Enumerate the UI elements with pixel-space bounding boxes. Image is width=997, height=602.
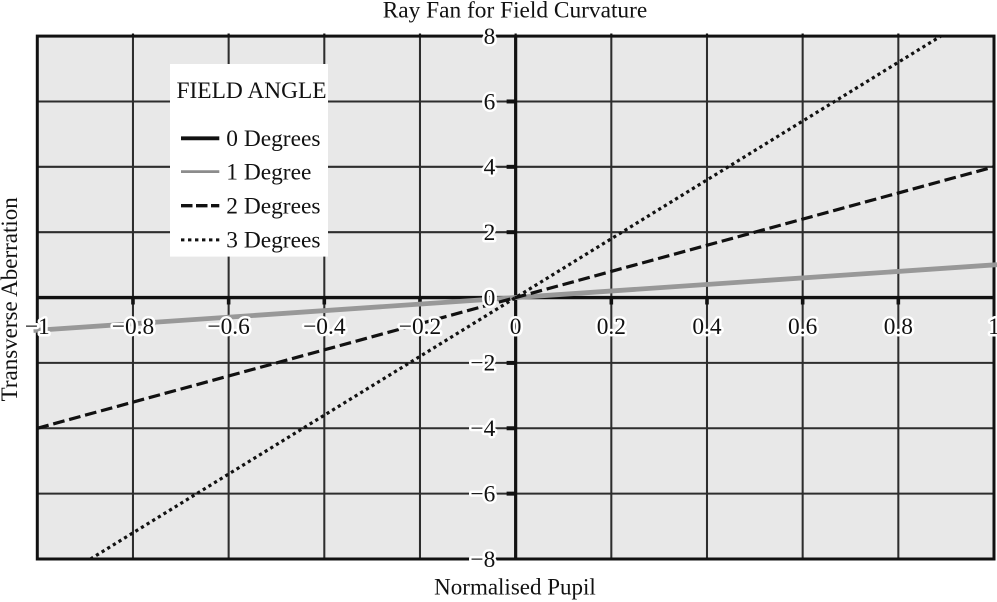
svg-text:0: 0 [484, 285, 496, 311]
svg-text:0 Degrees: 0 Degrees [226, 126, 320, 152]
svg-text:0.4: 0.4 [692, 314, 722, 340]
svg-text:1 Degree: 1 Degree [226, 159, 311, 185]
svg-text:Ray Fan for Field Curvature: Ray Fan for Field Curvature [383, 0, 648, 24]
svg-text:−0.6: −0.6 [207, 314, 249, 340]
svg-text:−0.4: −0.4 [303, 314, 346, 340]
svg-text:−0.2: −0.2 [399, 314, 441, 340]
svg-text:FIELD ANGLE: FIELD ANGLE [177, 78, 327, 104]
svg-text:3 Degrees: 3 Degrees [226, 228, 320, 254]
svg-text:2: 2 [484, 220, 496, 246]
svg-text:−1: −1 [25, 314, 50, 340]
svg-text:0: 0 [510, 314, 522, 340]
svg-text:2 Degrees: 2 Degrees [226, 194, 320, 220]
svg-text:−8: −8 [470, 547, 495, 573]
svg-text:8: 8 [484, 24, 496, 50]
svg-text:4: 4 [484, 155, 496, 181]
svg-text:−2: −2 [470, 351, 495, 377]
svg-text:1: 1 [988, 314, 997, 340]
svg-text:0.8: 0.8 [884, 314, 913, 340]
svg-text:−6: −6 [470, 481, 495, 507]
svg-text:6: 6 [484, 89, 496, 115]
svg-text:−4: −4 [470, 416, 495, 442]
svg-text:−0.8: −0.8 [112, 314, 154, 340]
svg-text:Normalised Pupil: Normalised Pupil [434, 574, 596, 599]
svg-text:0.2: 0.2 [597, 314, 626, 340]
svg-text:Transverse Aberration: Transverse Aberration [0, 197, 22, 402]
svg-text:0.6: 0.6 [788, 314, 817, 340]
